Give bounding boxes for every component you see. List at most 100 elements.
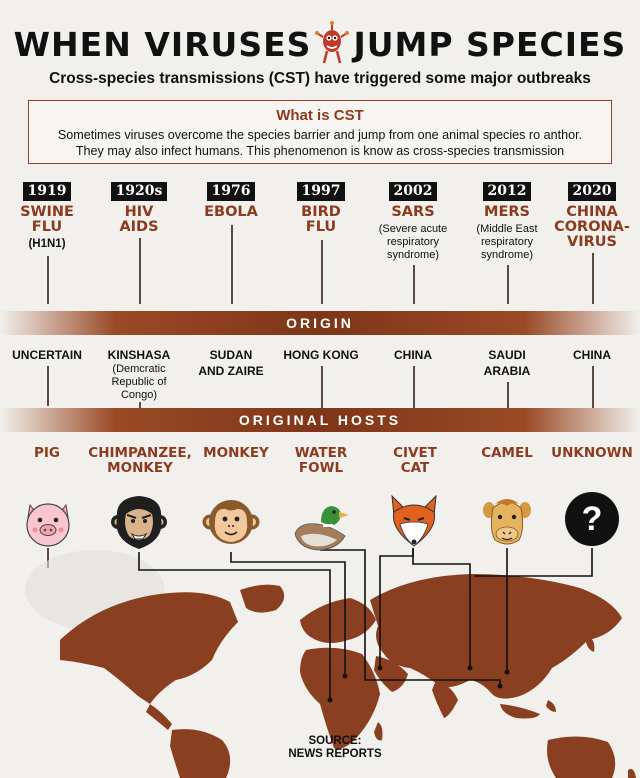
title-right: JUMP SPECIES [353, 24, 627, 64]
disease-name-line: HIV [124, 204, 154, 220]
cst-body: Sometimes viruses overcome the species b… [35, 127, 605, 159]
continent-new-zealand [628, 769, 636, 778]
host-label: FOWL [298, 460, 344, 476]
origin-sars: CHINA [394, 348, 432, 362]
disease-note: (Severe acute respiratory syndrome) [378, 223, 448, 261]
disease-name: CHINA CORONA- VIRUS [548, 205, 636, 250]
host-pig: PIG [3, 446, 91, 461]
continent-arabia [374, 656, 408, 692]
outbreak-swine-flu: 1919 SWINE FLU (H1N1) [3, 182, 91, 251]
connector-line [139, 238, 141, 304]
host-chimpanzee: CHIMPANZEE, MONKEY [85, 446, 195, 476]
origin-mers: SAUDI ARABIA [483, 348, 531, 378]
host-label: MONKEY [203, 445, 269, 461]
outbreak-sars: 2002 SARS (Severe acute respiratory synd… [369, 182, 457, 262]
disease-name: BIRD FLU [277, 205, 365, 235]
camel-icon [483, 499, 531, 545]
continent-indonesia [500, 704, 540, 719]
disease-name-line: EBOLA [204, 204, 258, 220]
continent-europe [300, 598, 376, 643]
year-label: 2012 [482, 182, 532, 201]
connector-civet [412, 548, 471, 668]
year-label: 1919 [22, 182, 72, 201]
host-monkey: MONKEY [192, 446, 280, 461]
host-label: CHIMPANZEE, [88, 445, 192, 461]
host-water-fowl: WATER FOWL [277, 446, 365, 476]
origin-band: ORIGIN [0, 311, 640, 335]
disease-name-line: FLU [31, 219, 63, 235]
connector-line [592, 253, 594, 304]
year-label: 1976 [206, 182, 256, 201]
connector-line [321, 240, 323, 304]
disease-name: EBOLA [187, 205, 275, 220]
cst-heading: What is CST [276, 107, 364, 124]
year-label: 1920s [110, 182, 168, 201]
continent-south-america [170, 729, 231, 778]
continent-australia [547, 736, 616, 778]
origin-ebola: SUDAN AND ZAIRE [198, 348, 264, 378]
cst-body-line1: Sometimes viruses overcome the species b… [57, 128, 583, 142]
title-left: WHEN VIRUSES [13, 24, 312, 64]
continent-asia [370, 574, 622, 699]
source-value: NEWS REPORTS [288, 748, 382, 760]
question-icon: ? [565, 492, 619, 546]
disease-note: (H1N1) [28, 238, 66, 250]
disease-name: HIV AIDS [95, 205, 183, 235]
outbreak-ebola: 1976 EBOLA [187, 182, 275, 220]
connector-line [413, 366, 415, 408]
source-note: SOURCE: NEWS REPORTS [260, 735, 410, 761]
virus-mascot-icon [315, 21, 350, 64]
year-label: 2002 [388, 182, 438, 201]
cst-body-line2: They may also infect humans. This phenom… [75, 144, 565, 158]
connector-line [507, 265, 509, 304]
continent-japan [586, 636, 595, 652]
chimpanzee-icon [111, 496, 167, 549]
continent-africa [300, 647, 380, 749]
world-map [25, 546, 636, 778]
host-label: CAMEL [481, 445, 533, 461]
continent-island [546, 700, 556, 712]
connector-line [507, 382, 509, 408]
connector-monkey [230, 552, 346, 676]
connector-line [321, 366, 323, 408]
host-label: PIG [34, 445, 60, 461]
monkey-icon [202, 500, 260, 544]
host-label: CAT [400, 460, 430, 476]
civet-icon [391, 494, 437, 547]
connector-unknown [474, 548, 593, 577]
host-label: UNKNOWN [551, 445, 633, 461]
host-label: CIVET [393, 445, 437, 461]
continent-india [432, 680, 458, 718]
outbreak-china-coronavirus: 2020 CHINA CORONA- VIRUS [548, 182, 636, 250]
disease-name-line: SWINE [20, 204, 74, 220]
year-label: 2020 [567, 182, 617, 201]
disease-name-line: VIRUS [567, 234, 617, 250]
disease-name: SWINE FLU [3, 205, 91, 235]
connector-line [592, 366, 594, 408]
infographic-title: WHEN VIRUSES JUMP SPECIES [0, 18, 640, 70]
origin-bird-flu: HONG KONG [283, 348, 359, 362]
connector-line [47, 366, 49, 406]
continent-greenland [240, 584, 285, 613]
connector-line [139, 402, 141, 408]
origin-label: KINSHASA [107, 348, 171, 362]
duck-icon [294, 506, 349, 551]
host-camel: CAMEL [463, 446, 551, 461]
continent-north-america [60, 592, 238, 704]
outbreak-mers: 2012 MERS (Middle East respiratory syndr… [463, 182, 551, 262]
host-unknown: UNKNOWN [548, 446, 636, 461]
connector-line [231, 225, 233, 304]
disease-name-line: FLU [305, 219, 337, 235]
origin-swine-flu: UNCERTAIN [12, 348, 82, 362]
outbreak-bird-flu: 1997 BIRD FLU [277, 182, 365, 235]
origin-sublabel: (Demcratic Republic of Congo) [111, 363, 167, 401]
disease-name: MERS [463, 205, 551, 220]
connector-chimpanzee [138, 552, 331, 700]
host-label: MONKEY [107, 460, 173, 476]
year-label: 1997 [296, 182, 346, 201]
cst-definition-box: What is CST Sometimes viruses overcome t… [28, 100, 612, 164]
subtitle: Cross-species transmissions (CST) have t… [49, 70, 591, 87]
source-label: SOURCE: [308, 735, 362, 747]
disease-note: (Middle East respiratory syndrome) [476, 223, 538, 261]
pig-icon [26, 503, 70, 547]
